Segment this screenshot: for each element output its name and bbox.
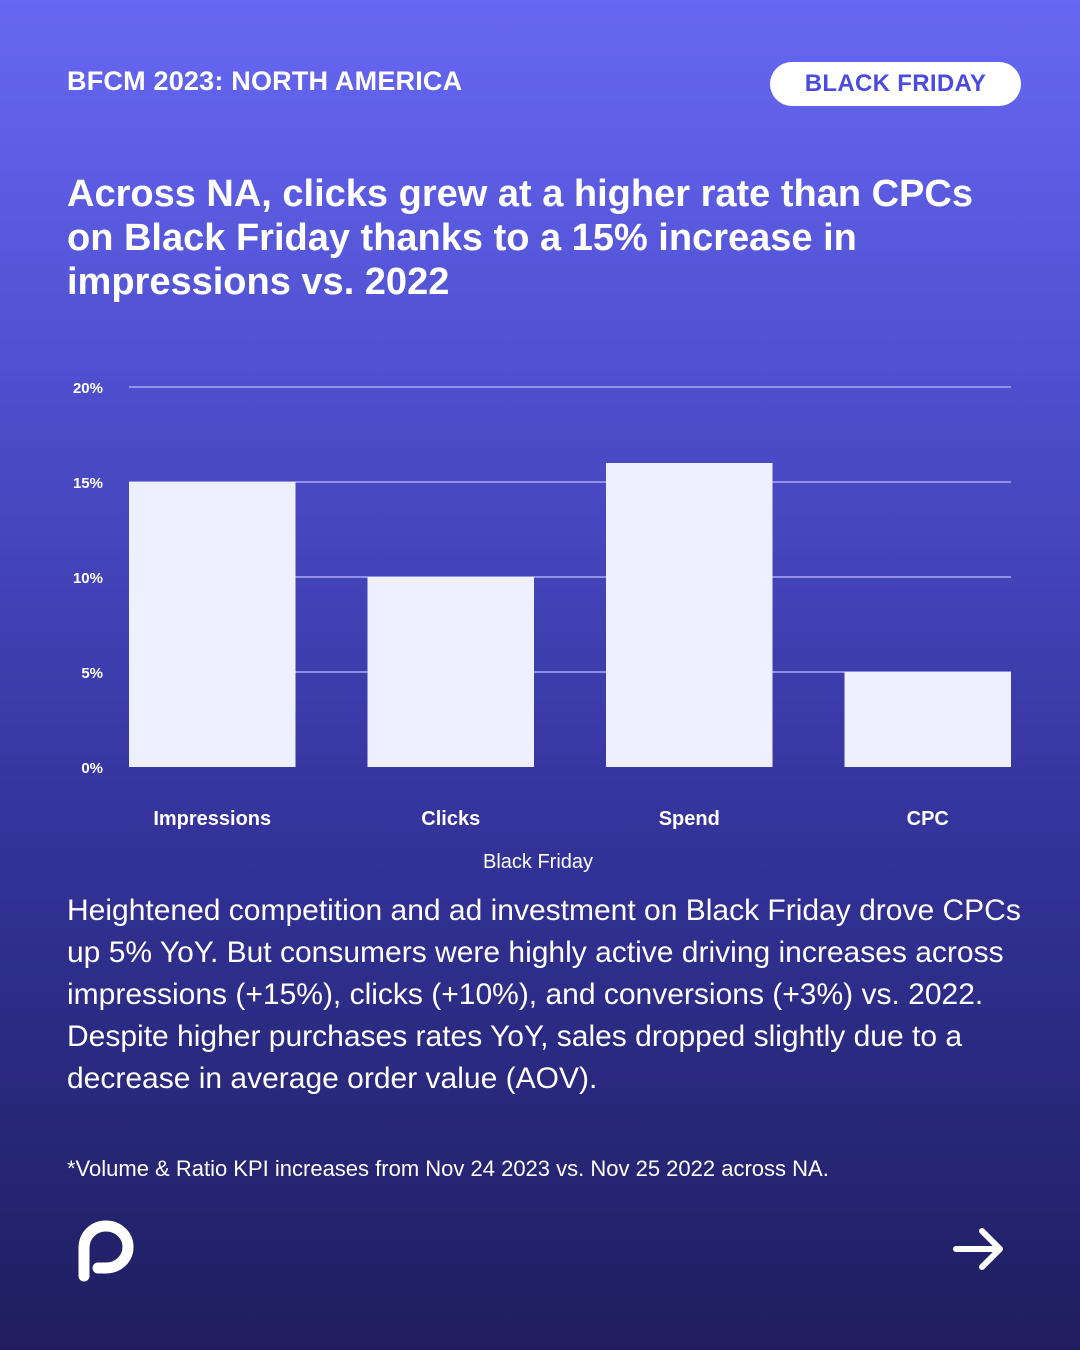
bar bbox=[367, 577, 534, 767]
bar bbox=[129, 482, 296, 767]
badge-label: BLACK FRIDAY bbox=[804, 70, 987, 97]
body-text: Heightened competition and ad investment… bbox=[67, 894, 1021, 1095]
black-friday-badge: BLACK FRIDAY bbox=[770, 62, 1021, 106]
y-tick-label: 20% bbox=[73, 380, 103, 397]
bar bbox=[844, 672, 1011, 767]
x-tick-label: Impressions bbox=[153, 808, 271, 830]
arrow-right-icon[interactable] bbox=[952, 1224, 1008, 1279]
x-tick-label: Clicks bbox=[421, 808, 480, 830]
bar-chart: 0% 5% 10% 15% 20% Impressions Clicks Spend CPC Bl… bbox=[73, 380, 1011, 873]
y-tick-label: 15% bbox=[73, 475, 103, 492]
brand-logo-icon bbox=[70, 1218, 134, 1287]
y-tick-label: 10% bbox=[73, 570, 103, 587]
x-tick-label: Spend bbox=[659, 808, 720, 830]
footnote: *Volume & Ratio KPI increases from Nov 2… bbox=[67, 1156, 829, 1181]
header-tag: BFCM 2023: NORTH AMERICA bbox=[67, 66, 463, 96]
headline: Across NA, clicks grew at a higher rate … bbox=[67, 173, 973, 303]
y-tick-label: 5% bbox=[81, 665, 103, 682]
bar bbox=[606, 463, 773, 767]
x-tick-label: CPC bbox=[907, 808, 949, 830]
y-tick-label: 0% bbox=[81, 760, 103, 777]
x-axis-title: Black Friday bbox=[483, 851, 593, 873]
